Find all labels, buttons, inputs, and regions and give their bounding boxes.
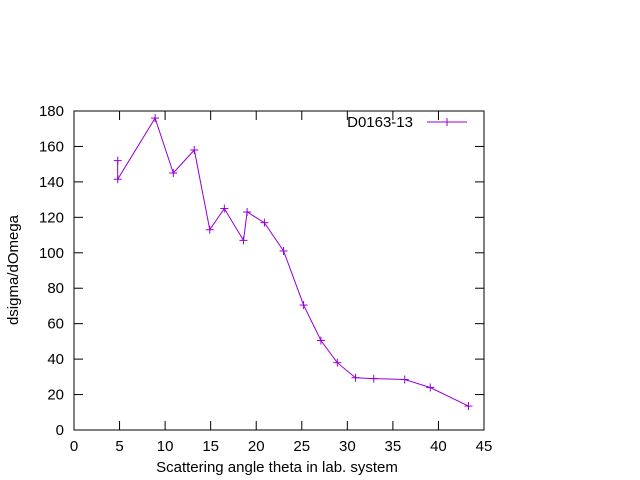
data-point bbox=[239, 236, 248, 245]
y-tick-label: 160 bbox=[39, 138, 64, 155]
data-point bbox=[299, 301, 308, 310]
data-point bbox=[113, 156, 122, 165]
y-axis-title: dsigma/dOmega bbox=[5, 214, 22, 325]
legend-marker bbox=[443, 118, 451, 126]
data-point bbox=[369, 374, 378, 383]
y-tick-label: 0 bbox=[56, 422, 64, 439]
data-point bbox=[220, 204, 229, 213]
data-point bbox=[205, 225, 214, 234]
y-tick-label: 80 bbox=[47, 280, 64, 297]
series-line bbox=[117, 116, 469, 407]
legend: D0163-13 bbox=[347, 114, 467, 131]
plot-frame bbox=[73, 110, 485, 431]
y-tick-label: 40 bbox=[47, 351, 64, 368]
data-point bbox=[400, 375, 409, 384]
y-tick-label: 180 bbox=[39, 103, 64, 120]
data-point bbox=[190, 145, 199, 154]
x-tick-label: 40 bbox=[430, 438, 447, 455]
axis-ticks bbox=[73, 110, 485, 431]
data-point bbox=[243, 208, 252, 217]
plot-border bbox=[73, 110, 485, 431]
data-point bbox=[351, 373, 360, 382]
x-tick-label: 45 bbox=[476, 438, 493, 455]
data-point bbox=[333, 358, 342, 367]
data-point bbox=[169, 169, 178, 178]
data-point bbox=[260, 218, 269, 227]
x-tick-label: 0 bbox=[70, 438, 78, 455]
data-point bbox=[279, 247, 288, 256]
y-tick-label: 20 bbox=[47, 387, 64, 404]
x-tick-label: 35 bbox=[385, 438, 402, 455]
y-tick-label: 100 bbox=[39, 245, 64, 262]
legend-label: D0163-13 bbox=[347, 114, 413, 131]
data-point bbox=[464, 402, 473, 411]
x-tick-label: 10 bbox=[157, 438, 174, 455]
data-point bbox=[316, 336, 325, 345]
series-layer bbox=[113, 114, 473, 411]
data-point bbox=[113, 175, 122, 184]
x-axis-title: Scattering angle theta in lab. system bbox=[156, 459, 398, 476]
data-point bbox=[151, 114, 160, 123]
y-tick-label: 140 bbox=[39, 174, 64, 191]
x-tick-label: 5 bbox=[115, 438, 123, 455]
x-tick-label: 25 bbox=[293, 438, 310, 455]
x-tick-label: 20 bbox=[248, 438, 265, 455]
tick-labels: 0 5 10 15 20 25 30 35 40 45 0 20 40 60 80 100 120 140 160 1… bbox=[39, 103, 492, 455]
data-point bbox=[426, 383, 435, 392]
y-tick-label: 60 bbox=[47, 316, 64, 333]
x-tick-label: 15 bbox=[202, 438, 219, 455]
y-tick-label: 120 bbox=[39, 209, 64, 226]
x-tick-label: 30 bbox=[339, 438, 356, 455]
